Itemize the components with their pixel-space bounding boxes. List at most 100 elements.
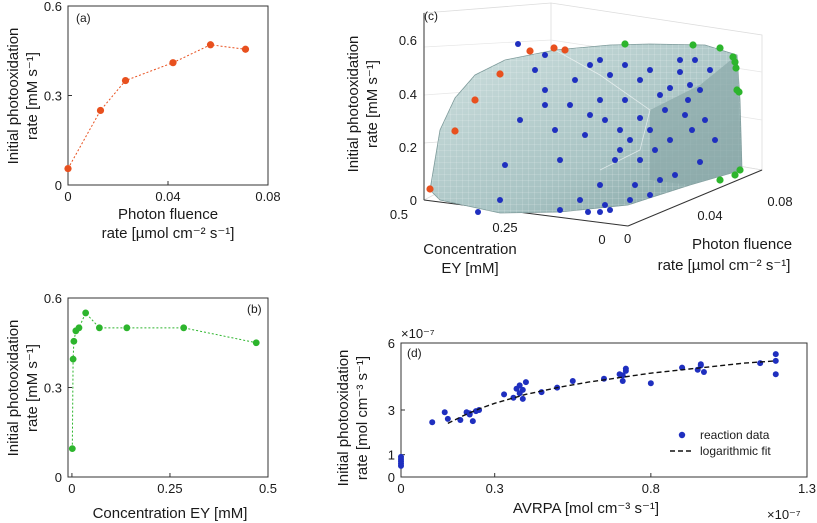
surface-point-orange [550,44,558,52]
panel-d-ylabel-line1: Initial photooxidation [335,350,352,487]
surface-point-blue [597,209,603,215]
panel-d-label: (d) [407,346,422,360]
surface-point-blue [677,69,683,75]
data-point [519,395,526,402]
panel-d: (d) ×10⁻⁷ ×10⁻⁷ 0 0.3 0.8 1.3 0 1 3 6 reaction … [335,326,816,522]
surface-point-blue [637,157,643,163]
panel-c-surface-side [650,55,742,185]
surface-point-blue [652,147,658,153]
surface-point-blue [515,41,521,47]
y-tick-label: 0.6 [44,0,62,14]
surface-point-blue [682,112,688,118]
panel-c-ytick-label: 0.08 [767,194,792,209]
surface-point-green [731,171,739,179]
x-tick-label: 0.3 [486,481,504,496]
data-point [429,419,436,426]
surface-point-blue [622,62,628,68]
x-tick-label: 0.25 [157,481,182,496]
panel-c-zlabel-line1: Initial photooxidation [345,36,362,173]
surface-point-blue [627,137,633,143]
y-tick-label: 0 [55,178,62,193]
surface-point-blue [687,82,693,88]
panel-d-xlabel: AVRPA [mol cm⁻³ s⁻¹] [513,500,659,517]
panel-c-x-axis [423,199,629,227]
surface-point-blue [607,72,613,78]
surface-point-blue [667,137,673,143]
surface-point-blue [557,207,563,213]
surface-point-blue [662,107,668,113]
panel-c-xtick-label: 0.5 [390,207,408,222]
surface-point-blue [475,209,481,215]
surface-point-blue [697,87,703,93]
y-tick-label: 0 [55,470,62,485]
panel-d-y-exponent: ×10⁻⁷ [401,326,435,341]
legend-label-reaction-data: reaction data [700,428,770,442]
panel-c-ztick-label: 0.2 [399,140,417,155]
panel-c-ztick-label: 0.4 [399,87,417,102]
panel-b: (b) 0 0.25 0.5 0 0.3 0.6 Concentration EY [mM… [5,291,277,522]
surface-point-green [621,40,629,48]
surface-point-blue [542,52,548,58]
y-tick-label: 0 [388,470,395,485]
y-tick-label: 1 [388,448,395,463]
surface-point-blue [502,162,508,168]
surface-point-blue [597,57,603,63]
surface-point-green [716,44,724,52]
surface-point-green [716,176,724,184]
surface-point-blue [557,157,563,163]
data-point [522,379,529,386]
panel-c-ytick-label: 0 [624,231,631,246]
surface-point-blue [497,197,503,203]
data-point [441,409,448,416]
data-point [95,324,103,332]
data-point [519,386,526,393]
surface-point-blue [657,177,663,183]
legend-marker-reaction-data [678,431,686,439]
surface-point-blue [582,132,588,138]
surface-point-orange [426,185,434,193]
surface-point-blue [632,182,638,188]
data-point [619,377,626,384]
series-line [71,312,257,449]
panel-c-xlabel-line2: EY [mM] [441,260,498,277]
surface-point-orange [526,47,534,55]
data-point [75,324,83,332]
series-line [67,44,246,169]
panel-c-grid-line [423,39,552,48]
x-tick-label: 0.04 [155,189,180,204]
data-point [444,415,451,422]
data-point [772,371,779,378]
panel-c: 0 0.2 0.4 0.6 0.5 0.25 0 0 0.04 0.08 (c)… [345,2,793,277]
surface-point-blue [689,127,695,133]
data-point [569,377,576,384]
panel-c-ztick-label: 0.6 [399,33,417,48]
surface-point-blue [647,192,653,198]
x-tick-label: 1.3 [798,481,816,496]
x-tick-label: 0 [64,189,71,204]
surface-point-blue [597,97,603,103]
data-point [510,394,517,401]
panel-c-ylabel-line2: rate [µmol cm⁻² s⁻¹] [658,257,791,274]
x-tick-label: 0.5 [259,481,277,496]
data-point [82,309,90,317]
surface-point-blue [707,67,713,73]
surface-point-blue [597,182,603,188]
panel-c-y-axis [627,169,763,227]
surface-point-blue [617,147,623,153]
surface-point-blue [702,117,708,123]
panel-a-xlabel-line1: Photon fluence [118,206,218,223]
data-point [123,324,131,332]
data-point [697,361,704,368]
surface-point-blue [672,172,678,178]
legend-label-logarithmic-fit: logarithmic fit [700,444,771,458]
data-point [516,382,523,389]
panel-b-xlabel: Concentration EY [mM] [93,505,248,522]
data-point [757,360,764,367]
data-point [70,337,78,345]
data-point [252,339,260,347]
surface-point-blue [587,62,593,68]
data-point [501,391,508,398]
surface-point-blue [692,57,698,63]
surface-point-blue [622,97,628,103]
